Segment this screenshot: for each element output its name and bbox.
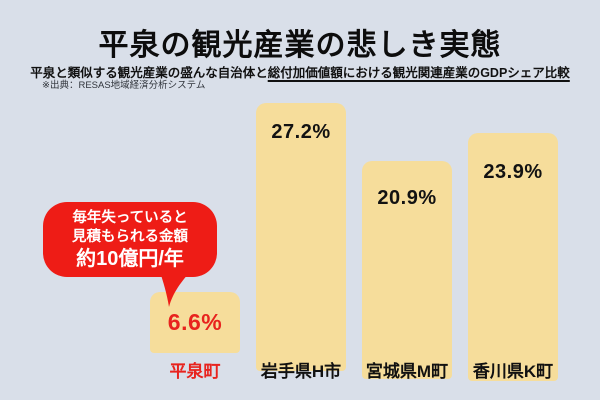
- subtitle-plain-text: 平泉と類似する観光産業の盛んな自治体と: [30, 66, 268, 80]
- bubble-line-3: 約10億円/年: [76, 247, 184, 270]
- chart-subtitle: 平泉と類似する観光産業の盛んな自治体と総付加価値額における観光関連産業のGDPシ…: [0, 62, 600, 81]
- bar-kagawa-k: 23.9%: [468, 133, 558, 381]
- bubble-line-2: 見積もられる金額: [72, 228, 188, 245]
- bar-value-label: 23.9%: [483, 161, 543, 183]
- category-label-iwate-h: 岩手県H市: [260, 362, 342, 381]
- bar-iwate-h: 27.2%: [256, 103, 346, 371]
- bar-value-label: 6.6%: [167, 309, 223, 335]
- category-label-kagawa-k: 香川県K町: [472, 362, 554, 381]
- bubble-line-1: 毎年失っていると: [72, 209, 188, 226]
- page-title: 平泉の観光産業の悲しき実態: [98, 29, 502, 62]
- subtitle-underlined-text: 総付加価値額における観光関連産業のGDPシェア比較: [267, 66, 570, 80]
- speech-bubble-tail-icon: [160, 272, 190, 307]
- bar-miyagi-m: 20.9%: [362, 161, 452, 379]
- bar-hiraizumi: 6.6%: [150, 292, 240, 353]
- category-label-hiraizumi: 平泉町: [169, 362, 221, 381]
- source-note: ※出典：RESAS地域経済分析システム: [42, 80, 206, 91]
- annotation-speech-bubble: 毎年失っていると 見積もられる金額 約10億円/年: [43, 202, 217, 277]
- bar-value-label: 27.2%: [271, 121, 331, 143]
- category-label-miyagi-m: 宮城県M町: [365, 362, 449, 381]
- bar-value-label: 20.9%: [377, 187, 437, 209]
